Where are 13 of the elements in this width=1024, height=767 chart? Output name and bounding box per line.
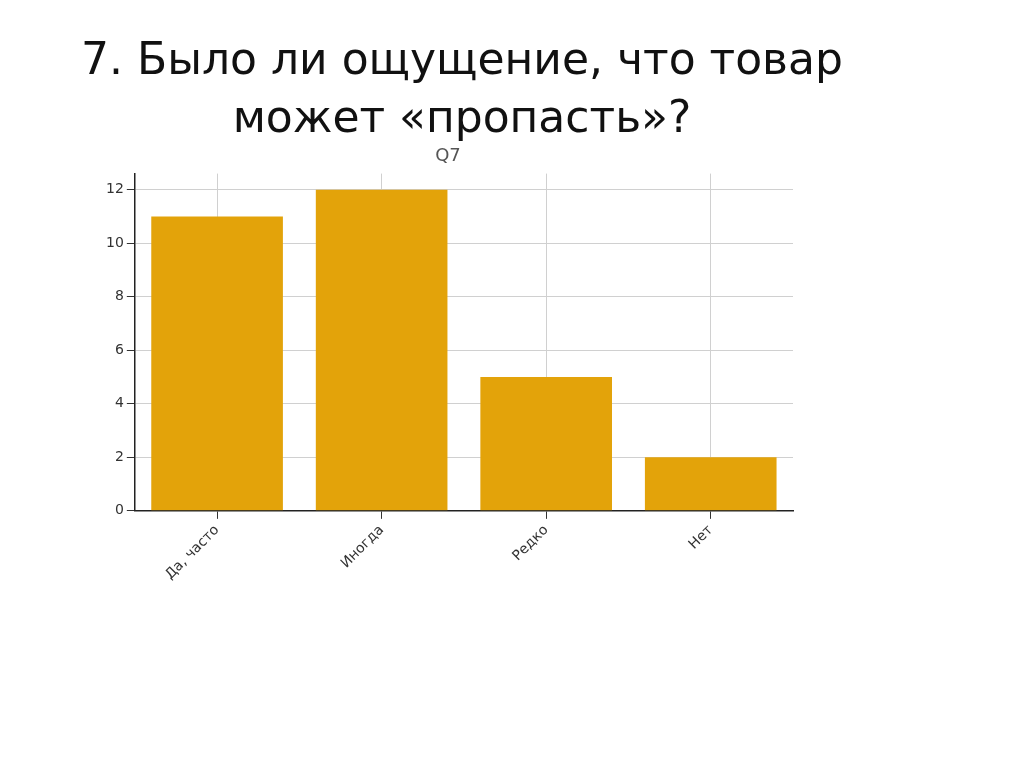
bar — [151, 216, 283, 511]
y-tick-label: 4 — [114, 394, 124, 411]
y-tick-label: 8 — [114, 287, 124, 304]
chart-subtitle: Q7 — [435, 144, 461, 166]
y-tick-label: 0 — [114, 501, 124, 518]
y-tick-label: 12 — [105, 180, 124, 197]
y-tick-label: 2 — [114, 447, 124, 464]
bar — [315, 189, 448, 511]
y-tick-label: 10 — [105, 233, 124, 250]
bar — [644, 457, 777, 511]
y-tick-label: 6 — [114, 340, 124, 357]
chart-title: 7. Было ли ощущение, что товар может «пропасть»? — [80, 32, 844, 144]
bar — [480, 377, 612, 511]
